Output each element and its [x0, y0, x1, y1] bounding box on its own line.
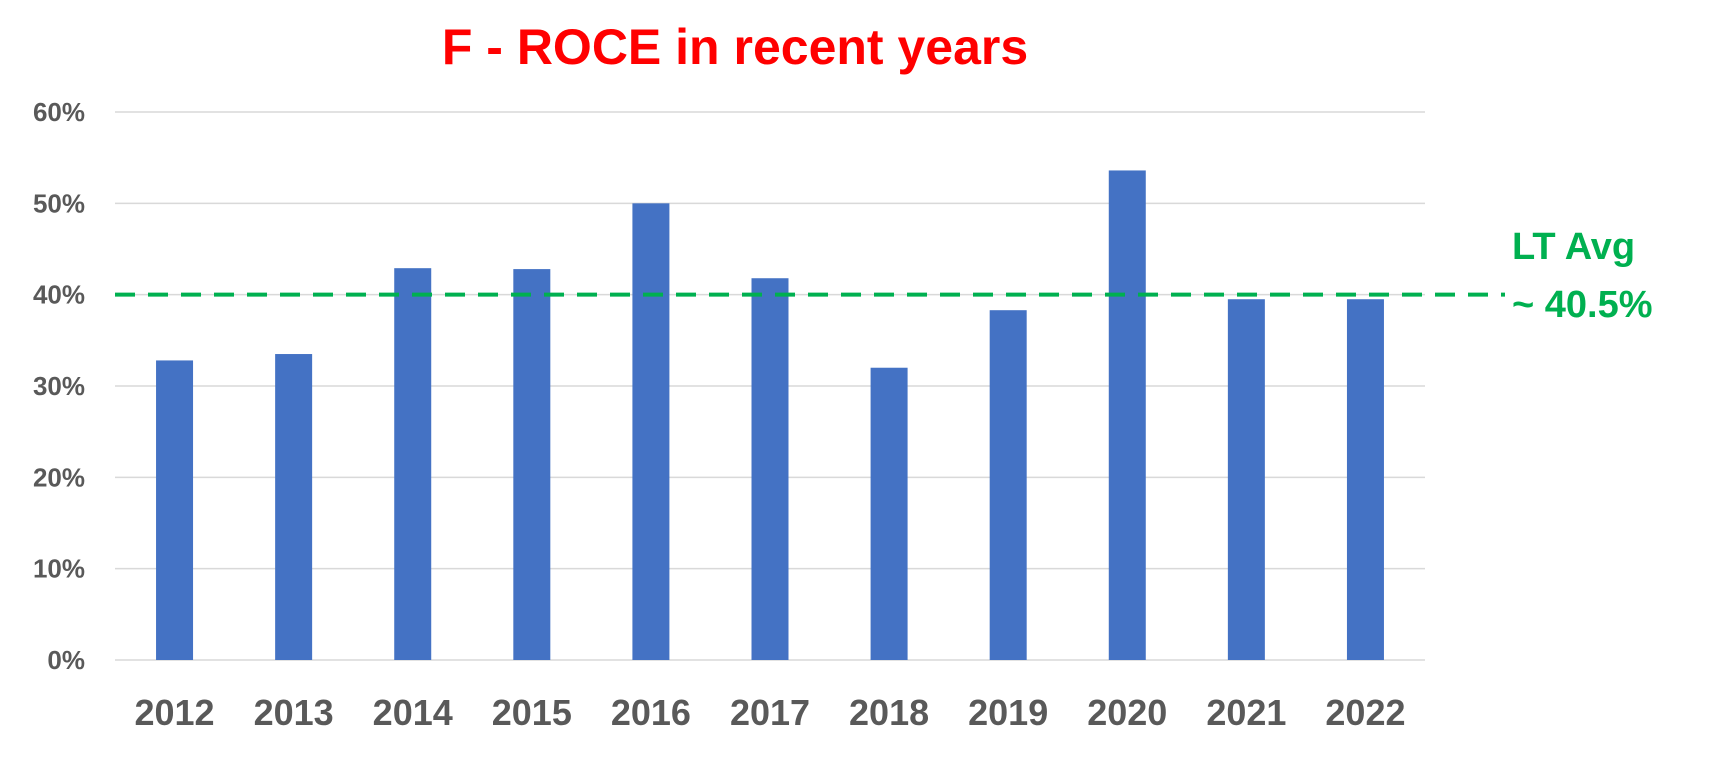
chart-title: F - ROCE in recent years	[441, 19, 1029, 75]
y-axis-tick-labels: 0% 10% 20% 30% 40% 50% 60%	[33, 97, 85, 675]
bar-2015	[513, 269, 551, 660]
x-tick-label: 2020	[1087, 692, 1167, 733]
bar-2020	[1108, 170, 1146, 660]
x-tick-label: 2017	[730, 692, 810, 733]
y-tick-label: 60%	[33, 97, 85, 127]
average-label-line-1: LT Avg	[1512, 226, 1636, 268]
x-tick-label: 2019	[968, 692, 1048, 733]
bar-2017	[751, 278, 789, 660]
bar-2016	[632, 203, 670, 661]
x-axis-tick-labels: 2012 2013 2014 2015 2016 2017 2018 2019 2020 2021…	[134, 692, 1405, 733]
y-tick-label: 40%	[33, 280, 85, 310]
x-tick-label: 2021	[1206, 692, 1286, 733]
x-tick-label: 2018	[849, 692, 929, 733]
bars	[156, 170, 1384, 661]
x-tick-label: 2016	[611, 692, 691, 733]
bar-2021	[1227, 299, 1265, 660]
bar-2012	[156, 360, 194, 660]
x-tick-label: 2012	[134, 692, 214, 733]
x-tick-label: 2015	[492, 692, 572, 733]
bar-2014	[394, 268, 432, 660]
bar-2018	[870, 367, 908, 660]
bar-2019	[989, 310, 1027, 660]
average-label-line-2: ~ 40.5%	[1512, 284, 1653, 326]
x-tick-label: 2022	[1325, 692, 1405, 733]
x-tick-label: 2013	[254, 692, 334, 733]
y-tick-label: 50%	[33, 188, 85, 218]
x-tick-label: 2014	[373, 692, 453, 733]
bar-2013	[275, 354, 313, 660]
y-tick-label: 20%	[33, 462, 85, 492]
y-tick-label: 30%	[33, 371, 85, 401]
y-tick-label: 0%	[47, 645, 85, 675]
bar-2022	[1346, 299, 1384, 660]
y-tick-label: 10%	[33, 554, 85, 584]
